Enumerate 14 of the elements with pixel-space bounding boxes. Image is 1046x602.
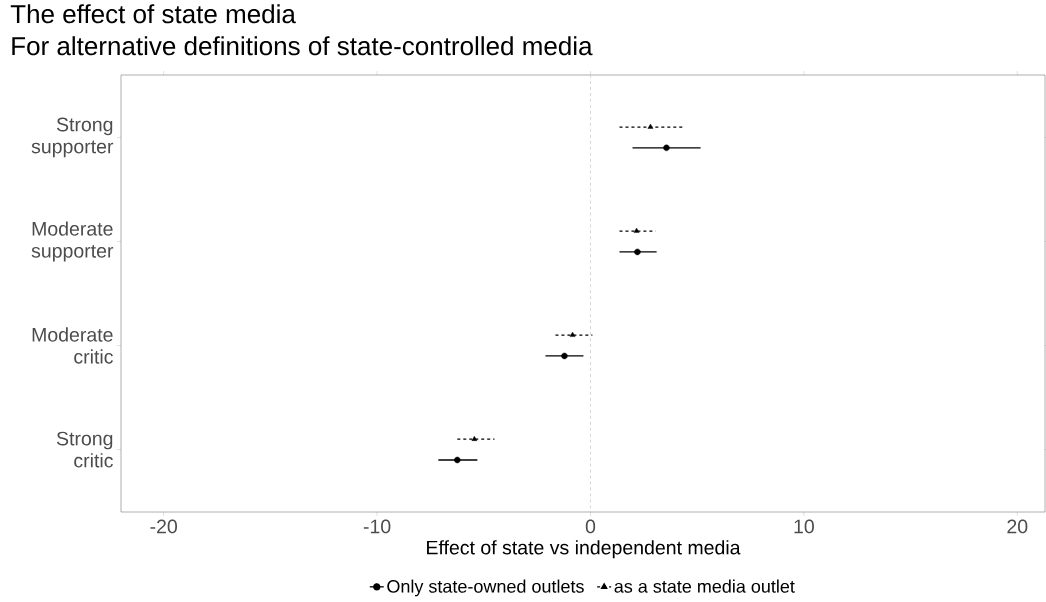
x-tick-label: 20: [1007, 519, 1028, 534]
x-tick-label: 0: [585, 519, 596, 534]
y-tick-label: Moderate critic: [32, 327, 113, 364]
legend-label: Only state-owned outlets: [387, 579, 584, 597]
chart-subtitle: For alternative definitions of state-controlled media: [12, 36, 593, 56]
legend-label: as a state media outlet: [614, 579, 795, 593]
y-tick-label: Moderate supporter: [31, 221, 114, 262]
x-tick-label: -10: [363, 519, 391, 534]
y-tick-label: Strong supporter: [31, 117, 114, 158]
x-axis-title: Effect of state vs independent media: [427, 540, 741, 559]
x-tick-label: 10: [794, 519, 814, 534]
y-tick-label: Strong critic: [56, 431, 113, 468]
chart-title: The effect of state media: [10, 4, 296, 24]
x-tick-label: -20: [150, 519, 177, 534]
